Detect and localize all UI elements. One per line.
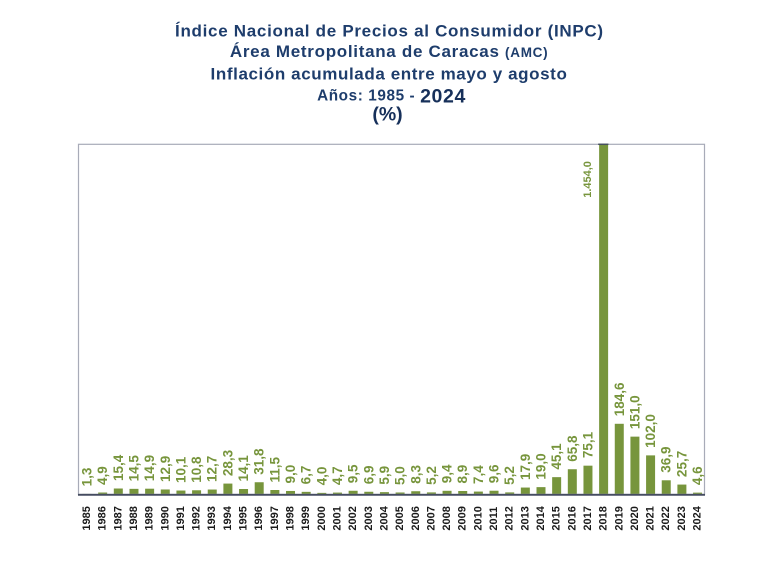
svg-text:1990: 1990 (159, 506, 171, 530)
svg-text:(%): (%) (372, 104, 402, 126)
svg-text:9,5: 9,5 (346, 464, 361, 483)
svg-text:2024: 2024 (692, 505, 704, 530)
svg-text:36,9: 36,9 (659, 447, 674, 473)
svg-text:2010: 2010 (472, 506, 484, 530)
svg-text:4,7: 4,7 (330, 466, 345, 485)
svg-text:2012: 2012 (504, 506, 516, 530)
svg-text:1,3: 1,3 (80, 467, 95, 486)
svg-text:2019: 2019 (613, 506, 625, 530)
svg-text:14,5: 14,5 (126, 455, 141, 482)
svg-text:9,6: 9,6 (487, 464, 502, 483)
svg-text:7,4: 7,4 (471, 465, 486, 484)
svg-text:28,3: 28,3 (220, 449, 235, 476)
svg-text:2004: 2004 (378, 505, 390, 530)
svg-text:1989: 1989 (144, 506, 156, 530)
svg-text:1991: 1991 (175, 506, 187, 530)
svg-text:9,4: 9,4 (440, 464, 455, 483)
svg-text:1.454,0: 1.454,0 (582, 161, 594, 198)
svg-text:4,6: 4,6 (690, 466, 705, 485)
svg-text:Inflación acumulada entre mayo: Inflación acumulada entre mayo y agosto (211, 65, 568, 84)
svg-text:2005: 2005 (394, 506, 406, 530)
svg-text:8,9: 8,9 (455, 465, 470, 484)
svg-text:2008: 2008 (441, 506, 453, 530)
svg-text:9,0: 9,0 (283, 465, 298, 484)
svg-text:45,1: 45,1 (549, 443, 564, 470)
svg-text:2003: 2003 (363, 506, 375, 530)
svg-text:151,0: 151,0 (627, 395, 642, 429)
svg-text:2023: 2023 (676, 506, 688, 530)
svg-text:17,9: 17,9 (518, 454, 533, 480)
svg-text:2013: 2013 (519, 506, 531, 530)
svg-text:4,9: 4,9 (95, 466, 110, 485)
svg-text:6,7: 6,7 (299, 466, 314, 485)
svg-text:1995: 1995 (238, 506, 250, 530)
svg-text:2018: 2018 (598, 506, 610, 530)
svg-text:5,9: 5,9 (377, 466, 392, 485)
svg-text:2001: 2001 (331, 506, 343, 530)
svg-text:102,0: 102,0 (643, 414, 658, 448)
svg-text:11,5: 11,5 (267, 456, 282, 482)
svg-text:19,0: 19,0 (534, 453, 549, 479)
svg-text:6,9: 6,9 (361, 465, 376, 484)
svg-text:10,8: 10,8 (189, 456, 204, 483)
svg-text:75,1: 75,1 (580, 431, 595, 458)
svg-text:12,7: 12,7 (205, 456, 220, 482)
svg-text:2015: 2015 (551, 506, 563, 530)
svg-text:5,0: 5,0 (393, 466, 408, 485)
svg-text:1993: 1993 (206, 506, 218, 530)
svg-text:Años: 1985 - 2024: Años: 1985 - 2024 (317, 86, 466, 108)
svg-text:2017: 2017 (582, 506, 594, 530)
svg-text:12,9: 12,9 (158, 456, 173, 482)
svg-text:2021: 2021 (645, 506, 657, 530)
svg-text:Índice Nacional de Precios al: Índice Nacional de Precios al Consumidor… (175, 22, 604, 41)
svg-text:2000: 2000 (316, 506, 328, 530)
svg-text:2016: 2016 (566, 506, 578, 530)
svg-text:5,2: 5,2 (424, 466, 439, 485)
svg-text:4,0: 4,0 (314, 467, 329, 486)
svg-text:1986: 1986 (97, 506, 109, 530)
svg-text:1985: 1985 (81, 506, 93, 530)
svg-text:2006: 2006 (410, 506, 422, 530)
svg-text:5,2: 5,2 (502, 466, 517, 485)
svg-text:1998: 1998 (285, 506, 297, 530)
svg-text:31,8: 31,8 (252, 448, 267, 475)
svg-text:8,3: 8,3 (408, 464, 423, 483)
svg-text:10,1: 10,1 (173, 456, 188, 483)
svg-text:15,4: 15,4 (111, 454, 126, 481)
svg-text:2002: 2002 (347, 506, 359, 530)
svg-text:1997: 1997 (269, 506, 281, 530)
svg-text:2007: 2007 (425, 506, 437, 530)
svg-text:2022: 2022 (660, 506, 672, 530)
svg-text:14,1: 14,1 (236, 455, 251, 482)
svg-text:Área Metropolitana de Caracas: Área Metropolitana de Caracas (AMC) (230, 42, 548, 61)
svg-text:2014: 2014 (535, 505, 547, 530)
svg-text:2009: 2009 (457, 506, 469, 530)
svg-text:1988: 1988 (128, 506, 140, 530)
svg-text:25,7: 25,7 (674, 451, 689, 477)
svg-text:1992: 1992 (191, 506, 203, 530)
svg-text:2011: 2011 (488, 507, 500, 531)
svg-text:2020: 2020 (629, 506, 641, 530)
svg-text:1996: 1996 (253, 506, 265, 530)
svg-text:1987: 1987 (112, 506, 124, 530)
svg-text:1999: 1999 (300, 506, 312, 530)
svg-text:14,9: 14,9 (142, 455, 157, 481)
svg-text:184,6: 184,6 (612, 382, 627, 416)
svg-text:65,8: 65,8 (565, 435, 580, 462)
svg-text:1994: 1994 (222, 505, 234, 530)
